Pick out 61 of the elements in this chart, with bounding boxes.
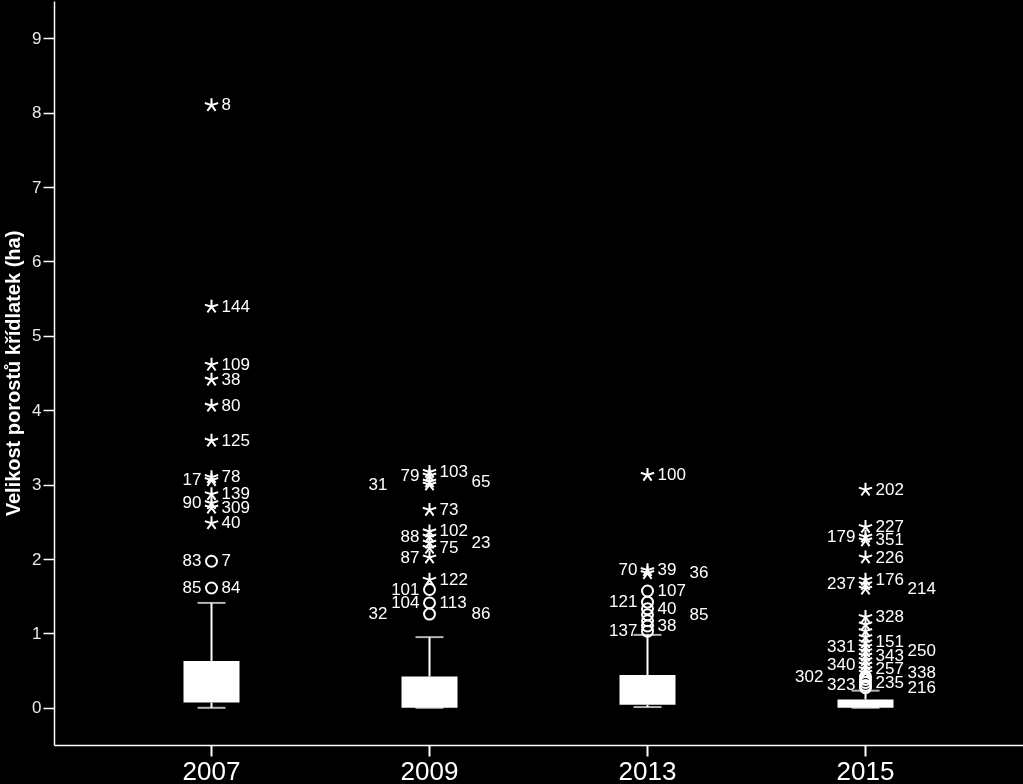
annotation: 144 [221, 296, 250, 316]
y-axis-title: Velikost porostů křídlatek (ha) [1, 230, 24, 517]
annotation: 340 [827, 654, 856, 674]
annotation: 100 [657, 464, 686, 484]
annotation: 80 [221, 395, 241, 415]
annotation: 328 [875, 607, 904, 627]
annotation: 73 [439, 499, 459, 519]
y-tick-label: 5 [32, 326, 42, 346]
annotation: 32 [368, 604, 388, 624]
annotation: 90 [182, 493, 202, 513]
annotation: 250 [907, 641, 936, 661]
x-tick-label: 2009 [400, 755, 459, 784]
annotation: 226 [875, 547, 904, 567]
annotation: 237 [827, 574, 856, 594]
annotation: 122 [439, 569, 468, 589]
annotation: 121 [609, 592, 638, 612]
x-tick-label: 2013 [618, 755, 677, 784]
annotation: 83 [182, 551, 202, 571]
annotation: 36 [689, 563, 709, 583]
annotation: 103 [439, 461, 468, 481]
annotation: 85 [689, 604, 709, 624]
annotation: 38 [657, 615, 677, 635]
annotation: 88 [400, 526, 420, 546]
annotation: 8 [221, 95, 231, 115]
annotation: 31 [368, 474, 388, 494]
annotation: 79 [400, 465, 420, 485]
annotation: 179 [827, 526, 856, 546]
annotation: 85 [182, 578, 202, 598]
y-tick-label: 2 [32, 549, 42, 569]
annotation: 214 [907, 578, 936, 598]
y-tick-label: 9 [32, 28, 42, 48]
y-tick-label: 7 [32, 177, 42, 197]
annotation: 323 [827, 675, 856, 695]
y-tick-label: 6 [32, 251, 42, 271]
annotation: 40 [221, 513, 241, 533]
annotation: 7 [221, 551, 231, 571]
annotation: 302 [795, 666, 824, 686]
x-tick-label: 2007 [182, 755, 241, 784]
y-tick-label: 3 [32, 475, 42, 495]
annotation: 87 [400, 547, 420, 567]
annotation: 78 [221, 467, 241, 487]
annotation: 65 [471, 471, 491, 491]
y-tick-label: 4 [32, 400, 42, 420]
annotation: 23 [471, 532, 491, 552]
annotation: 39 [657, 560, 677, 580]
annotation: 70 [618, 560, 638, 580]
annotation: 331 [827, 636, 856, 656]
annotation: 107 [657, 580, 686, 600]
annotation: 17 [182, 470, 202, 490]
annotation: 176 [875, 569, 904, 589]
annotation: 202 [875, 479, 904, 499]
annotation: 84 [221, 578, 241, 598]
y-tick-label: 1 [32, 623, 42, 643]
x-tick-label: 2015 [836, 755, 895, 784]
annotation: 86 [471, 604, 491, 624]
y-tick-label: 0 [32, 698, 42, 718]
annotation: 125 [221, 430, 250, 450]
annotation: 40 [657, 598, 677, 618]
annotation: 113 [439, 592, 467, 612]
annotation: 137 [609, 621, 638, 641]
y-tick-label: 8 [32, 103, 42, 123]
